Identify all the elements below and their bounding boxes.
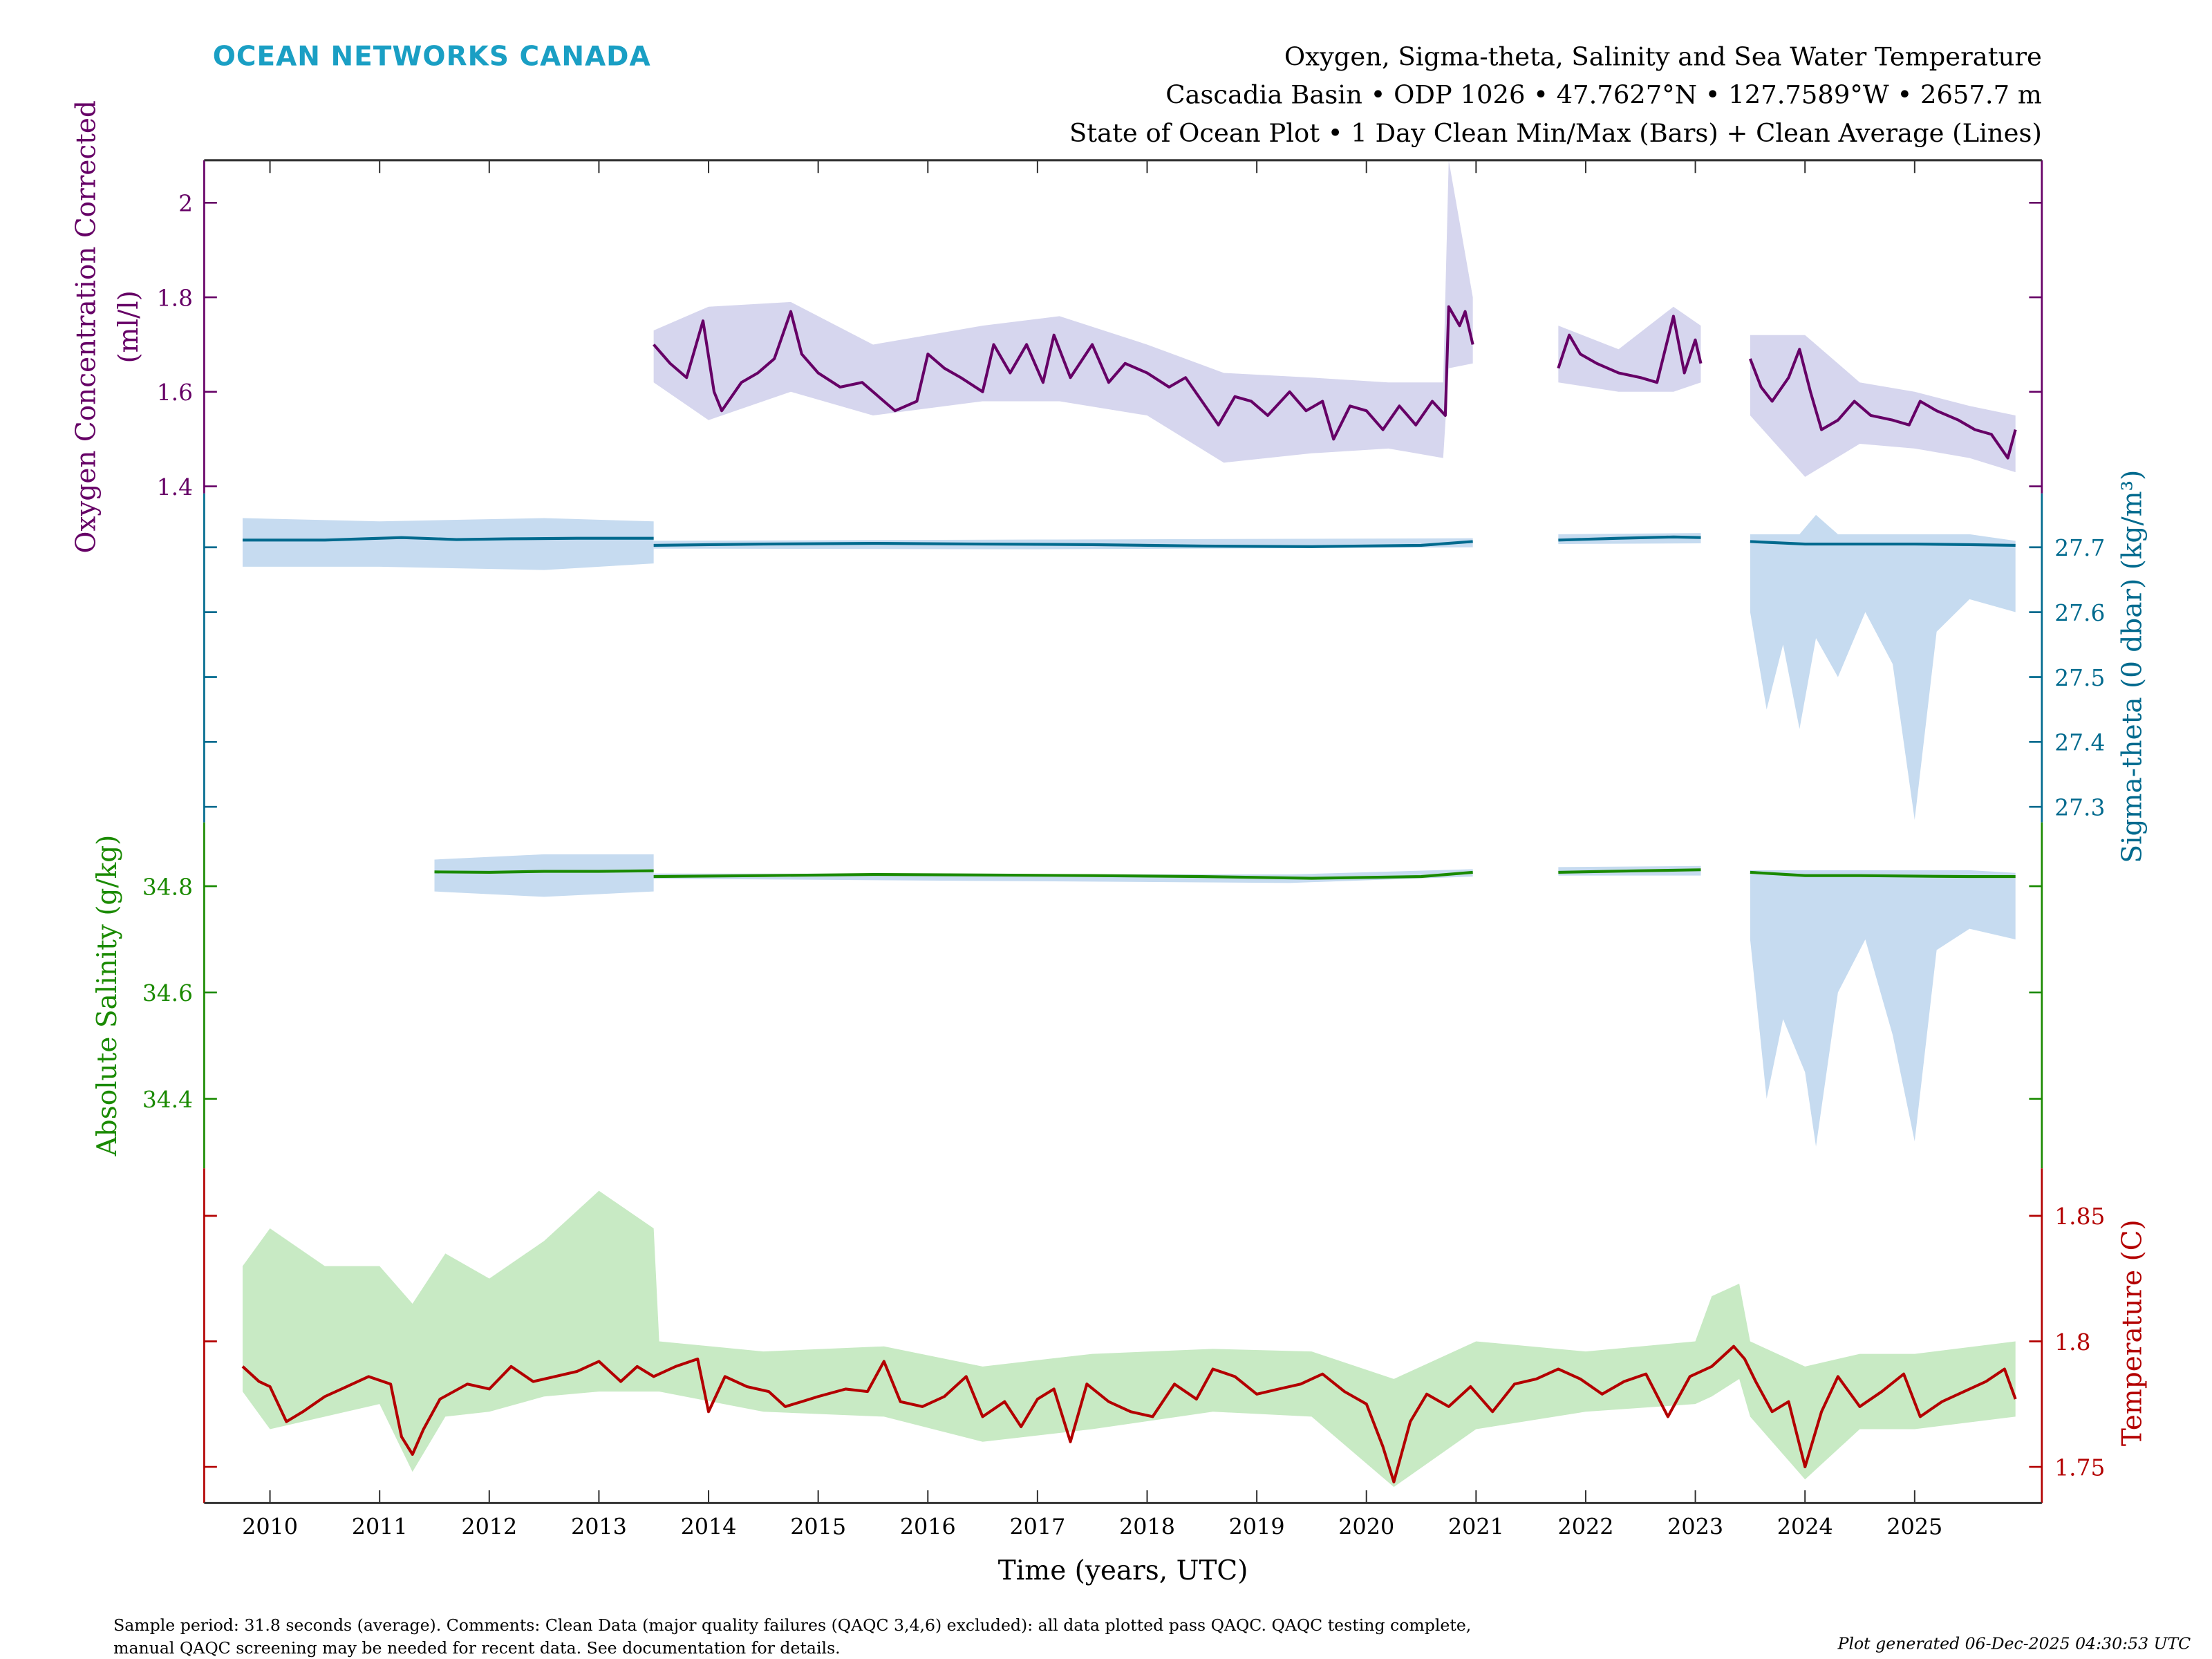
x-tick-label: 2010 [242,1514,298,1539]
footer-comment-line2: manual QAQC screening may be needed for … [113,1638,841,1658]
sigma-axis-label: Sigma-theta (0 dbar) (kg/m³) [2117,470,2148,863]
x-tick-label: 2012 [461,1514,517,1539]
x-tick-label: 2023 [1667,1514,1723,1539]
oxygen-average-line [1557,315,1703,384]
x-axis-label: Time (years, UTC) [998,1555,1248,1586]
x-tick-label: 2025 [1886,1514,1942,1539]
oxygen-minmax-band [1750,335,2016,477]
salinity-minmax-band [1750,870,2016,1147]
sigma-tick-label: 27.6 [2054,600,2105,626]
x-tick-label: 2024 [1777,1514,1833,1539]
x-tick-label: 2021 [1448,1514,1504,1539]
footer-comment-line1: Sample period: 31.8 seconds (average). C… [113,1615,1471,1635]
x-tick-label: 2015 [790,1514,846,1539]
chart-subtitle-location: Cascadia Basin • ODP 1026 • 47.7627°N • … [1165,80,2042,110]
sigma-average-line [1558,535,1701,542]
chart-subtitle-description: State of Ocean Plot • 1 Day Clean Min/Ma… [1069,118,2042,148]
salinity-average-line [653,870,1473,880]
temperature-tick-label: 1.8 [2054,1329,2090,1356]
temperature-tick-label: 1.75 [2054,1454,2105,1481]
temperature-minmax-band [242,1190,2016,1488]
oxygen-minmax-band [1558,306,1701,392]
x-tick-label: 2013 [571,1514,627,1539]
oxygen-tick-label: 2 [178,191,193,217]
oxygen-tick-label: 1.6 [157,379,193,406]
oxygen-axis-unit-label: (ml/l) [113,290,144,363]
x-tick-label: 2011 [352,1514,408,1539]
salinity-tick-label: 34.8 [142,874,193,900]
salinity-minmax-band [434,854,654,897]
sigma-minmax-band [1750,514,2016,821]
salinity-tick-label: 34.4 [142,1087,193,1113]
salinity-tick-label: 34.6 [142,980,193,1006]
sigma-tick-label: 27.7 [2054,535,2105,561]
onc-logo: OCEAN NETWORKS CANADA [213,41,651,72]
salinity-axis-label: Absolute Salinity (g/kg) [92,835,123,1157]
plot-generated-timestamp: Plot generated 06-Dec-2025 04:30:53 UTC [1837,1634,2191,1653]
x-tick-label: 2016 [900,1514,956,1539]
salinity-average-line [1750,870,2016,879]
sigma-average-line [1750,540,2016,547]
oxygen-axis-label: Oxygen Concentration Corrected [71,100,102,553]
salinity-average-line [1558,868,1701,874]
oxygen-minmax-band [653,160,1473,463]
sigma-tick-label: 27.4 [2054,730,2105,756]
oxygen-average-line [653,305,1474,441]
temperature-average-line [241,1344,2017,1483]
x-tick-label: 2020 [1338,1514,1394,1539]
plot-area: 2 1.8 1.6 1.4 Oxygen Concentration Corrected… [71,100,2148,1539]
data-layer [241,160,2017,1488]
x-tick-label: 2017 [1009,1514,1065,1539]
salinity-average-line [434,869,654,874]
x-tick-label: 2014 [681,1514,737,1539]
x-tick-label: 2018 [1119,1514,1175,1539]
chart-title: Oxygen, Sigma-theta, Salinity and Sea Wa… [1284,41,2042,71]
x-tick-label: 2019 [1229,1514,1285,1539]
oxygen-average-line [1748,348,2017,460]
x-tick-label: 2022 [1558,1514,1614,1539]
temperature-axis-label: Temperature (C) [2117,1219,2148,1446]
sigma-minmax-band [242,518,654,570]
oxygen-tick-label: 1.8 [157,285,193,311]
sigma-average-line [242,536,654,542]
oxygen-tick-label: 1.4 [157,474,193,500]
sigma-average-line [653,540,1473,548]
sigma-tick-label: 27.5 [2054,665,2105,691]
sigma-tick-label: 27.3 [2054,795,2105,821]
temperature-tick-label: 1.85 [2054,1203,2105,1230]
